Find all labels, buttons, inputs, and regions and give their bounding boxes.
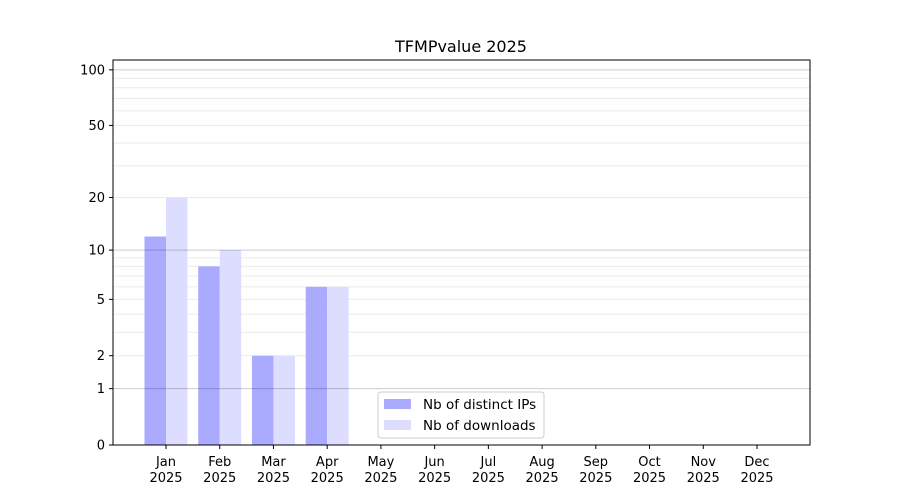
y-tick-label: 1 bbox=[97, 382, 105, 397]
x-tick-label: 2025 bbox=[364, 471, 397, 486]
x-tick-label: 2025 bbox=[418, 471, 451, 486]
bar-downloads bbox=[219, 250, 242, 445]
x-tick-label: Oct bbox=[638, 455, 660, 470]
x-tick-label: 2025 bbox=[526, 471, 559, 486]
x-tick-label: Mar bbox=[261, 455, 286, 470]
legend-swatch-downloads bbox=[384, 420, 411, 430]
x-tick-label: 2025 bbox=[579, 471, 612, 486]
x-tick-label: 2025 bbox=[203, 471, 236, 486]
x-tick-label: 2025 bbox=[149, 471, 182, 486]
plot-frame bbox=[112, 59, 811, 446]
legend: Nb of distinct IPs Nb of downloads bbox=[377, 391, 545, 439]
bar-downloads bbox=[273, 355, 295, 445]
x-tick-label: Jun bbox=[423, 455, 444, 470]
legend-label-ips: Nb of distinct IPs bbox=[423, 397, 536, 413]
x-tick-label: Sep bbox=[584, 455, 609, 470]
x-tick-label: Feb bbox=[208, 455, 231, 470]
x-tick-label: 2025 bbox=[257, 471, 290, 486]
legend-label-downloads: Nb of downloads bbox=[423, 418, 536, 434]
x-tick-label: 2025 bbox=[687, 471, 720, 486]
x-tick-label: Jan bbox=[155, 455, 176, 470]
chart-title: TFMPvalue 2025 bbox=[394, 37, 527, 56]
x-tick-label: 2025 bbox=[633, 471, 666, 486]
y-tick-label: 0 bbox=[97, 439, 105, 454]
x-tick-label: 2025 bbox=[311, 471, 344, 486]
x-tick-label: 2025 bbox=[740, 471, 773, 486]
legend-swatch-ips bbox=[384, 399, 411, 409]
x-tick-label: Jul bbox=[480, 455, 497, 470]
y-tick-label: 20 bbox=[88, 191, 105, 206]
x-tick-label: Apr bbox=[316, 455, 339, 470]
bar-downloads bbox=[166, 197, 188, 445]
x-tick-label: Aug bbox=[529, 455, 554, 470]
x-tick-label: May bbox=[367, 455, 394, 470]
y-tick-label: 2 bbox=[97, 349, 105, 364]
bar-ips bbox=[198, 266, 220, 445]
bar-ips bbox=[305, 286, 328, 445]
y-tick-label: 50 bbox=[88, 119, 105, 134]
y-tick-label: 5 bbox=[97, 293, 105, 308]
bar-downloads bbox=[327, 286, 349, 445]
y-tick-label: 10 bbox=[88, 244, 105, 259]
x-tick-label: 2025 bbox=[472, 471, 505, 486]
bar-ips bbox=[144, 236, 166, 445]
x-tick-label: Nov bbox=[691, 455, 717, 470]
bar-ips bbox=[251, 355, 274, 445]
y-tick-label: 100 bbox=[80, 63, 105, 78]
x-tick-label: Dec bbox=[744, 455, 769, 470]
